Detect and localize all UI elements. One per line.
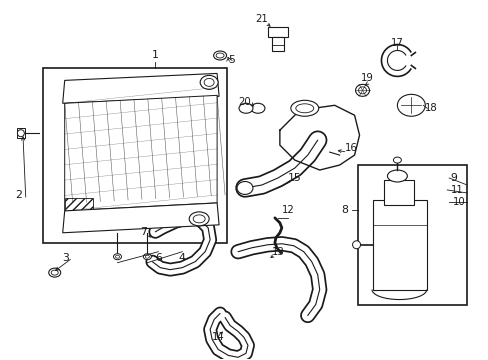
Text: 10: 10 [452, 197, 465, 207]
Ellipse shape [295, 104, 313, 113]
Text: 15: 15 [287, 173, 301, 183]
Text: 5: 5 [228, 55, 235, 66]
Text: 12: 12 [281, 205, 294, 215]
Ellipse shape [18, 130, 24, 137]
Bar [372, 200, 427, 289]
Ellipse shape [145, 255, 149, 258]
Bar [384, 180, 413, 205]
Text: 17: 17 [390, 37, 403, 48]
Polygon shape [62, 203, 219, 233]
Ellipse shape [113, 254, 121, 260]
Ellipse shape [49, 268, 61, 277]
Text: 20: 20 [238, 97, 251, 107]
Text: 19: 19 [360, 73, 373, 84]
Text: 9: 9 [450, 173, 457, 183]
Ellipse shape [51, 270, 58, 275]
Bar [271, 37, 283, 50]
Polygon shape [64, 198, 92, 218]
Ellipse shape [386, 170, 407, 182]
Ellipse shape [193, 215, 205, 223]
Ellipse shape [115, 255, 119, 258]
Polygon shape [62, 73, 219, 103]
Text: 21: 21 [255, 14, 268, 24]
Ellipse shape [358, 87, 366, 94]
Ellipse shape [143, 254, 151, 260]
Bar [357, 165, 466, 305]
Bar [42, 68, 226, 243]
Ellipse shape [216, 53, 224, 58]
Ellipse shape [290, 100, 318, 116]
Ellipse shape [355, 84, 369, 96]
Polygon shape [64, 95, 217, 211]
Text: 6: 6 [155, 253, 162, 263]
Bar [267, 27, 287, 37]
Ellipse shape [352, 241, 360, 249]
Text: 14: 14 [211, 332, 224, 342]
Text: 2: 2 [16, 190, 22, 200]
Polygon shape [17, 128, 25, 138]
Text: 1: 1 [152, 50, 159, 60]
Text: 16: 16 [345, 143, 357, 153]
Text: 4: 4 [179, 253, 185, 263]
Ellipse shape [200, 75, 218, 89]
Text: 8: 8 [341, 205, 347, 215]
Ellipse shape [213, 51, 226, 60]
Ellipse shape [203, 78, 214, 86]
Ellipse shape [397, 94, 425, 116]
Text: 7: 7 [140, 227, 146, 237]
Text: 11: 11 [450, 185, 463, 195]
Text: 3: 3 [62, 253, 69, 263]
Ellipse shape [393, 157, 401, 163]
Ellipse shape [250, 103, 264, 113]
Ellipse shape [239, 103, 252, 113]
Ellipse shape [189, 212, 209, 226]
Text: 18: 18 [424, 103, 437, 113]
Text: 13: 13 [271, 247, 284, 257]
Ellipse shape [237, 181, 252, 194]
